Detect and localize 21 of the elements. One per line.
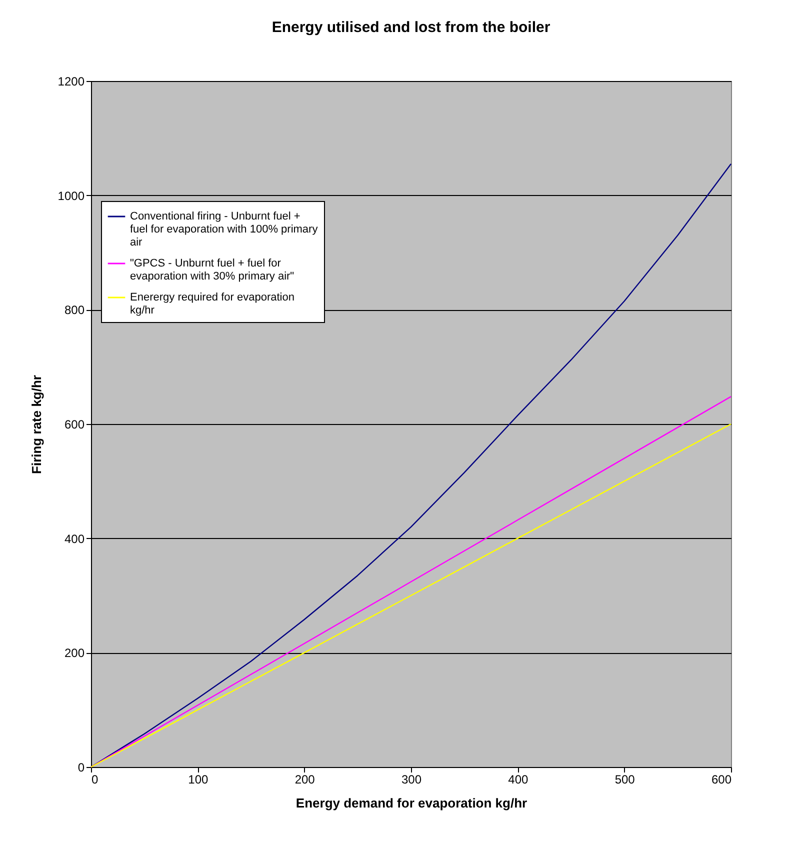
x-tick-label: 300 <box>401 772 422 786</box>
y-tick-label: 800 <box>64 303 85 318</box>
legend-label: Conventional firing - Unburnt fuel + fuel for evaporation with 100% primary air <box>130 210 318 248</box>
legend-label: Enerergy required for evaporation kg/hr <box>130 292 294 316</box>
line-series <box>90 163 732 768</box>
x-tick-label: 500 <box>614 772 636 786</box>
x-tick-label: 200 <box>294 772 316 786</box>
y-tick-label: 1000 <box>58 188 85 203</box>
chart-title: Energy utilised and lost from the boiler <box>272 19 550 36</box>
y-axis-title: Firing rate kg/hr <box>28 375 44 474</box>
y-tick-label: 0 <box>78 760 85 774</box>
y-tick-label: 600 <box>64 418 85 432</box>
x-axis-title: Energy demand for evaporation kg/hr <box>296 796 528 810</box>
legend-label: "GPCS - Unburnt fuel + fuel for evaporation with 30% primary air" <box>130 258 294 282</box>
y-tick-label: 1200 <box>58 74 85 88</box>
x-tick-label: 0 <box>92 772 98 786</box>
x-tick-label: 400 <box>508 772 528 786</box>
y-tick-label: 200 <box>64 646 85 660</box>
x-tick-label: 600 <box>711 772 732 786</box>
x-tick-label: 100 <box>188 772 208 786</box>
y-tick-label: 400 <box>64 532 85 546</box>
